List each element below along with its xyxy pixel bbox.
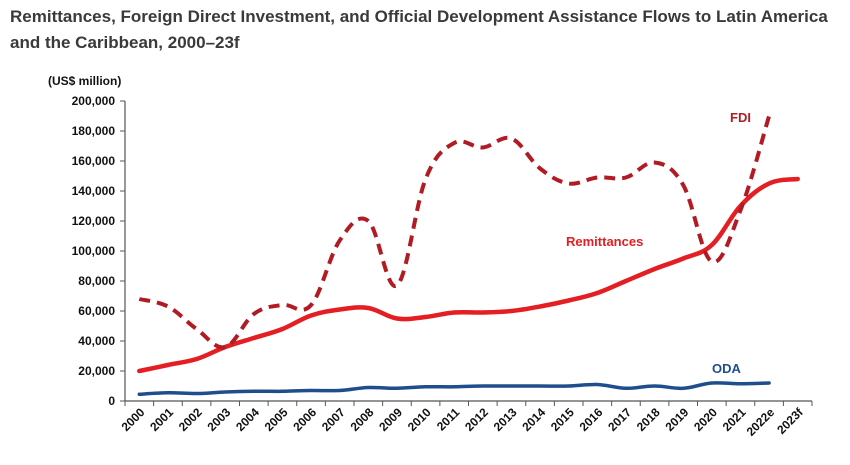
x-tick-label: 2010 [405, 405, 434, 434]
series-layer [137, 115, 800, 397]
y-tick-label: 20,000 [78, 364, 115, 378]
y-tick-label: 0 [108, 394, 115, 408]
series-labels: FDI Remittances ODA [566, 110, 751, 376]
x-tick-label: 2005 [262, 405, 291, 434]
oda-series-label: ODA [712, 361, 742, 376]
x-tick-label: 2023f [774, 405, 806, 437]
x-tick-label: 2018 [634, 405, 663, 434]
y-tick-label: 60,000 [78, 304, 115, 318]
y-tick-label: 80,000 [78, 274, 115, 288]
x-tick-label: 2020 [691, 405, 720, 434]
remittances-series-line [137, 176, 800, 374]
y-tick-label: 40,000 [78, 334, 115, 348]
y-tick-label: 140,000 [72, 184, 116, 198]
x-tick-label: 2022e [744, 405, 778, 439]
chart-title: Remittances, Foreign Direct Investment, … [10, 7, 828, 52]
x-tick-label: 2002 [176, 405, 205, 434]
x-tick-label: 2017 [605, 405, 634, 434]
x-tick-label: 2013 [491, 405, 520, 434]
x-tick-label: 2004 [233, 405, 262, 434]
x-tick-label: 2011 [434, 405, 463, 434]
x-tick-label: 2007 [319, 405, 348, 434]
x-tick-label: 2016 [577, 405, 606, 434]
fdi-series-line [138, 115, 772, 350]
y-tick-label: 120,000 [72, 214, 116, 228]
x-tick-label: 2001 [147, 405, 176, 434]
fdi-series-label: FDI [730, 110, 751, 125]
y-tick-label: 100,000 [72, 244, 116, 258]
x-tick-label: 2014 [519, 405, 548, 434]
oda-series-line [137, 381, 771, 397]
y-tick-label: 160,000 [72, 154, 116, 168]
x-tick-label: 2006 [290, 405, 319, 434]
x-tick-label: 2015 [548, 405, 577, 434]
y-tick-label: 180,000 [72, 124, 116, 138]
y-tick-label: 200,000 [72, 94, 116, 108]
remittances-series-label: Remittances [566, 234, 643, 249]
x-tick-label: 2009 [376, 405, 405, 434]
x-tick-label: 2019 [663, 405, 692, 434]
x-tick-label: 2012 [462, 405, 491, 434]
y-axis-unit-label: (US$ million) [48, 74, 121, 88]
x-tick-label: 2008 [348, 405, 377, 434]
x-tick-label: 2000 [119, 405, 148, 434]
x-tick-label: 2003 [205, 405, 234, 434]
